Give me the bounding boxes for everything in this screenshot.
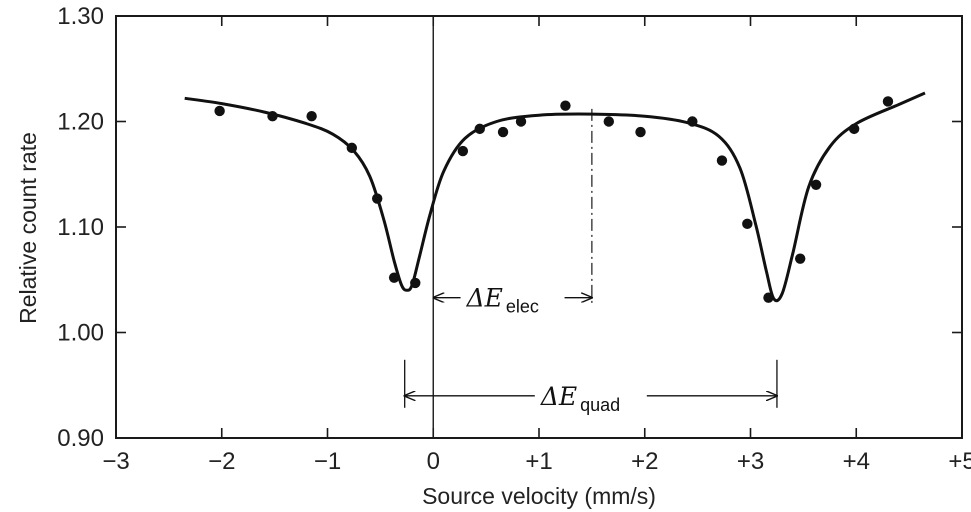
fit-curve bbox=[184, 91, 926, 303]
y-axis-ticks: 0.90 1.00 1.10 1.20 1.30 bbox=[57, 3, 962, 452]
y-tick-label: 1.00 bbox=[57, 320, 104, 347]
data-points bbox=[214, 96, 894, 303]
x-tick-label: −2 bbox=[208, 448, 235, 475]
delta-e-subscript: elec bbox=[506, 297, 539, 317]
data-point bbox=[763, 292, 774, 303]
x-tick-label: −3 bbox=[102, 448, 129, 475]
x-tick-label: +5 bbox=[948, 448, 971, 475]
x-tick-label: +1 bbox=[525, 448, 552, 475]
data-point bbox=[346, 142, 358, 154]
data-point bbox=[457, 145, 469, 157]
delta-e-label: ΔE elec bbox=[466, 284, 539, 317]
x-tick-label: +2 bbox=[631, 448, 658, 475]
data-point bbox=[882, 96, 894, 107]
data-point bbox=[497, 126, 509, 138]
data-point bbox=[372, 193, 383, 204]
data-point bbox=[560, 100, 571, 111]
y-tick-label: 1.30 bbox=[57, 3, 104, 30]
delta-e-symbol: ΔE bbox=[540, 382, 577, 411]
y-tick-label: 1.10 bbox=[57, 214, 104, 241]
data-point bbox=[848, 123, 860, 135]
data-point bbox=[515, 116, 527, 127]
y-tick-label: 1.20 bbox=[57, 109, 104, 136]
plot-frame bbox=[115, 15, 963, 439]
data-point bbox=[795, 253, 806, 264]
data-point bbox=[410, 277, 421, 289]
delta-e-quad-annotation: ΔE quad bbox=[405, 359, 777, 415]
x-tick-label: +4 bbox=[843, 448, 870, 475]
x-tick-label: +3 bbox=[737, 448, 764, 475]
data-point bbox=[810, 179, 822, 190]
reference-lines bbox=[432, 16, 593, 438]
delta-e-label: ΔE quad bbox=[540, 382, 620, 415]
x-axis-label: Source velocity (mm/s) bbox=[422, 483, 656, 509]
delta-e-symbol: ΔE bbox=[466, 284, 503, 313]
data-point bbox=[603, 116, 614, 127]
x-tick-label: −1 bbox=[314, 448, 341, 475]
delta-e-subscript: quad bbox=[580, 395, 620, 415]
y-tick-label: 0.90 bbox=[57, 425, 104, 452]
data-point bbox=[716, 155, 728, 166]
data-point bbox=[267, 111, 278, 122]
data-point bbox=[687, 116, 698, 127]
data-point bbox=[742, 218, 753, 230]
data-point bbox=[306, 111, 317, 122]
x-axis-ticks: −3 −2 −1 0 +1 +2 +3 +4 +5 bbox=[102, 16, 971, 475]
data-point bbox=[635, 126, 646, 138]
y-axis-label: Relative count rate bbox=[15, 132, 41, 324]
x-tick-label: 0 bbox=[427, 448, 440, 475]
data-point bbox=[474, 123, 485, 135]
delta-e-elec-annotation: ΔE elec bbox=[433, 284, 592, 317]
data-point bbox=[214, 105, 225, 117]
data-point bbox=[388, 272, 400, 283]
fit-curve-group bbox=[184, 91, 926, 303]
